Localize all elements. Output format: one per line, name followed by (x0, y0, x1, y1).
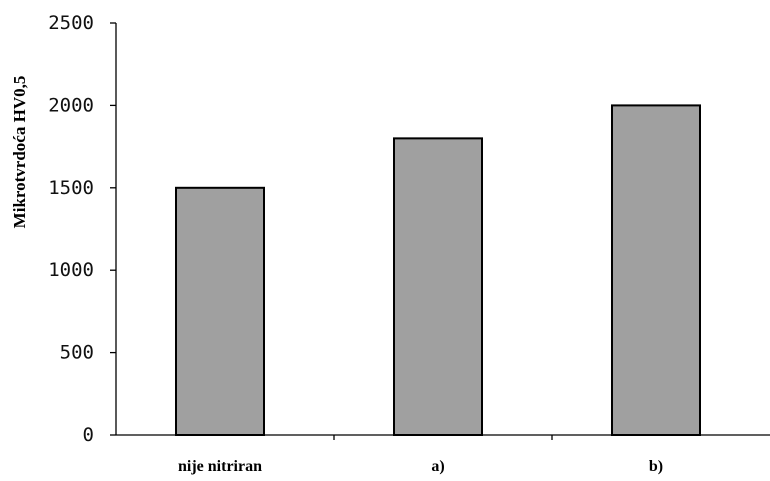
bar (393, 137, 483, 437)
y-tick-label: 1500 (48, 177, 94, 199)
x-category-label: a) (431, 458, 444, 475)
y-tick-label: 500 (60, 342, 94, 364)
y-tick-label: 1000 (48, 259, 94, 281)
bar (175, 186, 265, 436)
x-category-label: b) (649, 458, 663, 475)
y-axis-title: Mikrotvrdoća HV0,5 (10, 76, 29, 229)
y-tick-label: 0 (83, 424, 94, 446)
bar (611, 104, 701, 437)
y-tick-label: 2000 (48, 94, 94, 116)
y-tick-label: 2500 (48, 12, 94, 34)
x-category-label: nije nitriran (178, 458, 262, 475)
